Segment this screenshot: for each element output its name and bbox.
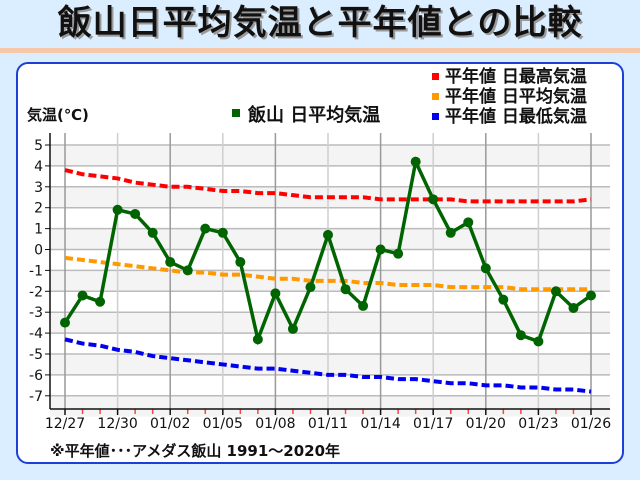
grid-band <box>50 354 610 375</box>
data-point-marker <box>515 330 526 341</box>
x-tick-label: 01/08 <box>255 416 295 432</box>
data-point-marker <box>200 223 211 234</box>
data-point-marker <box>428 194 439 205</box>
y-tick-label: -6 <box>29 368 43 384</box>
x-tick-label: 01/26 <box>571 416 611 432</box>
data-point-marker <box>305 282 316 293</box>
series-normal-line <box>64 168 592 204</box>
data-point-marker <box>568 303 579 314</box>
grid-band <box>50 395 610 417</box>
legend-normal-label: 平年値 日最高気温 <box>445 66 587 87</box>
data-point-marker <box>393 248 404 259</box>
legend-normal-label: 平年値 日平均気温 <box>445 86 587 107</box>
data-point-marker <box>445 227 456 238</box>
data-point-marker <box>586 290 596 301</box>
data-point-marker <box>463 217 474 228</box>
x-tick-label: 12/30 <box>97 416 137 432</box>
data-point-marker <box>410 156 421 167</box>
x-tick-label: 01/11 <box>308 416 348 432</box>
series-normal-line <box>64 337 592 394</box>
x-tick-label: 01/02 <box>150 416 190 432</box>
y-tick-label: -4 <box>29 326 43 342</box>
data-point-marker <box>60 317 70 328</box>
data-point-marker <box>375 244 386 255</box>
x-tick-label: 12/27 <box>45 416 85 432</box>
series-normal-line <box>64 255 591 292</box>
y-tick-label: -7 <box>29 389 43 405</box>
legend-normal-icon <box>432 73 439 80</box>
y-tick-label: 3 <box>34 180 43 196</box>
data-point-marker <box>95 296 106 307</box>
y-tick-label: 4 <box>34 159 43 175</box>
data-point-marker <box>252 334 263 345</box>
page-title: 飯山日平均気温と平年値との比較 <box>57 3 583 43</box>
legend-normal-icon <box>432 93 439 100</box>
title-divider <box>0 48 640 53</box>
y-tick-label: 2 <box>34 201 43 217</box>
data-point-marker <box>550 286 561 297</box>
x-tick-label: 01/20 <box>466 416 506 432</box>
data-point-marker <box>340 284 351 295</box>
data-point-marker <box>112 204 123 215</box>
y-tick-label: -5 <box>29 347 43 363</box>
y-tick-label: -3 <box>29 305 43 321</box>
data-point-marker <box>77 290 88 301</box>
data-point-marker <box>147 227 158 238</box>
grid-band <box>50 145 610 166</box>
legend-observed-icon <box>232 109 240 117</box>
y-tick-label: 0 <box>34 243 43 259</box>
grid-band <box>50 312 610 334</box>
x-tick-label: 01/23 <box>518 416 558 432</box>
y-tick-label: -2 <box>29 284 43 300</box>
legend-normal-label: 平年値 日最低気温 <box>445 106 587 127</box>
data-point-marker <box>533 336 544 347</box>
data-point-marker <box>480 263 491 274</box>
data-point-marker <box>270 288 281 299</box>
data-point-marker <box>182 265 193 276</box>
data-point-marker <box>287 323 298 334</box>
x-tick-label: 01/14 <box>360 416 400 432</box>
footnote: ※平年値･･･アメダス飯山 1991〜2020年 <box>50 442 340 460</box>
data-point-marker <box>498 294 509 305</box>
data-point-marker <box>235 257 246 268</box>
y-tick-label: 1 <box>34 222 43 238</box>
data-point-marker <box>217 227 228 238</box>
data-point-marker <box>130 208 141 219</box>
legend-observed-label: 飯山 日平均気温 <box>247 104 380 126</box>
data-point-marker <box>358 300 369 311</box>
y-tick-label: 5 <box>34 138 43 154</box>
x-tick-label: 01/17 <box>413 416 453 432</box>
legend-normal-icon <box>432 113 439 120</box>
y-axis-label: 気温(℃) <box>27 106 89 124</box>
data-point-marker <box>323 229 333 240</box>
data-point-marker <box>165 257 176 268</box>
x-tick-label: 01/05 <box>203 416 243 432</box>
y-tick-label: -1 <box>29 263 43 279</box>
